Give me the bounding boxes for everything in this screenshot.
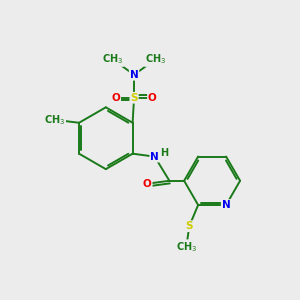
Text: CH$_3$: CH$_3$ (176, 240, 197, 254)
Text: CH$_3$: CH$_3$ (145, 52, 166, 66)
Text: S: S (185, 221, 193, 231)
Text: H: H (160, 148, 168, 158)
Text: CH$_3$: CH$_3$ (44, 113, 65, 127)
Text: N: N (150, 152, 159, 162)
Text: CH$_3$: CH$_3$ (102, 52, 124, 66)
Text: O: O (148, 93, 157, 103)
Text: S: S (130, 93, 138, 103)
Text: O: O (111, 93, 120, 103)
Text: N: N (222, 200, 230, 210)
Text: O: O (143, 179, 152, 189)
Text: N: N (130, 70, 139, 80)
